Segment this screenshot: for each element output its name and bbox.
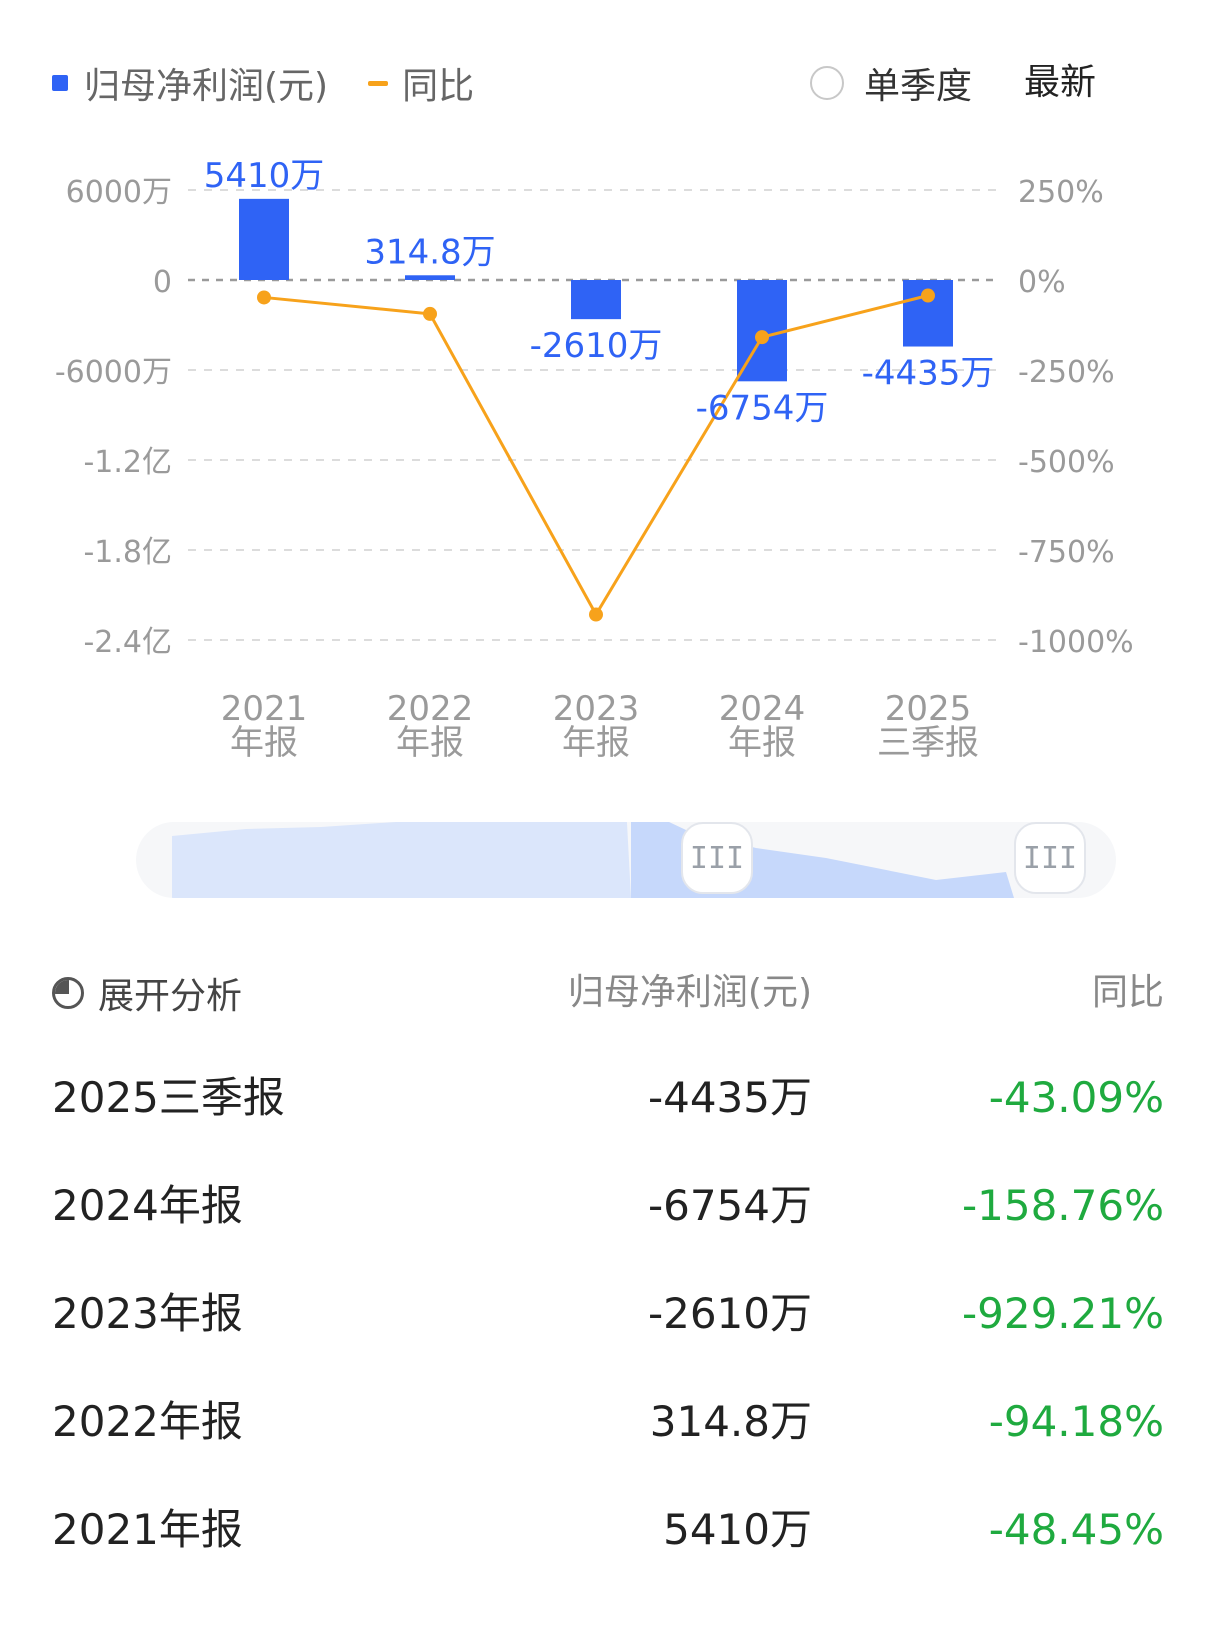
table-header: 展开分析 归母净利润(元) 同比 [52,965,1164,1021]
bar [405,275,455,280]
slider-left-handle[interactable]: III [681,822,753,894]
bar [571,280,621,320]
bar-data-label: -6754万 [696,388,829,428]
x-tick-label: 2024 [719,689,806,729]
row-period: 2021年报 [52,1505,243,1554]
pie-chart-icon [52,977,84,1009]
row-yoy: -94.18% [988,1397,1164,1446]
row-value: -2610万 [647,1289,812,1338]
y-left-tick-label: 0 [153,265,172,300]
bar-data-label: -2610万 [530,326,663,366]
single-quarter-toggle[interactable]: 单季度 [810,58,972,108]
x-tick-label: 2025 [885,689,972,729]
slider-right-handle[interactable]: III [1014,822,1086,894]
table-row[interactable]: 2021年报 5410万 -48.45% [52,1500,1164,1560]
yoy-point [755,330,769,345]
bar-data-label: 314.8万 [364,232,495,272]
y-right-tick-label: 0% [1018,265,1066,300]
y-left-tick-label: -6000万 [55,355,172,390]
row-yoy: -43.09% [988,1073,1164,1122]
x-tick-label: 年报 [728,723,796,763]
x-tick-label: 年报 [396,723,464,763]
row-yoy: -158.76% [961,1181,1164,1230]
y-left-tick-label: -1.2亿 [83,445,172,480]
table-row[interactable]: 2023年报 -2610万 -929.21% [52,1284,1164,1344]
yoy-point [921,288,935,303]
line-legend-swatch [368,80,389,86]
y-left-tick-label: 6000万 [66,175,172,210]
yoy-point [257,290,271,305]
row-value: 5410万 [663,1505,812,1554]
x-tick-label: 2021 [221,689,308,729]
expand-analysis-button[interactable]: 展开分析 [52,965,242,1021]
x-tick-label: 年报 [562,723,630,763]
yoy-point [589,607,603,622]
bar-legend-swatch [52,75,68,91]
yoy-point [423,306,437,321]
row-period: 2024年报 [52,1181,243,1230]
row-value: 314.8万 [649,1397,812,1446]
column-header-yoy: 同比 [1091,972,1164,1013]
table-row[interactable]: 2024年报 -6754万 -158.76% [52,1176,1164,1236]
bar [239,198,289,280]
bar-legend-label[interactable]: 归母净利润(元) [84,66,329,107]
row-period: 2023年报 [52,1289,243,1338]
row-period: 2022年报 [52,1397,243,1446]
row-period: 2025三季报 [52,1073,285,1122]
x-tick-label: 2023 [553,689,640,729]
table-row[interactable]: 2025三季报 -4435万 -43.09% [52,1068,1164,1128]
bar-data-label: 5410万 [204,156,325,196]
row-yoy: -929.21% [961,1289,1164,1338]
bar-data-label: -4435万 [862,354,995,394]
x-tick-label: 年报 [230,723,298,763]
line-legend-label[interactable]: 同比 [402,66,475,107]
row-value: -6754万 [647,1181,812,1230]
y-right-tick-label: -250% [1018,355,1115,390]
row-value: -4435万 [647,1073,812,1122]
row-yoy: -48.45% [988,1505,1164,1554]
y-right-tick-label: -1000% [1018,625,1134,660]
range-slider[interactable]: III III [136,822,1116,898]
expand-analysis-label: 展开分析 [98,976,243,1017]
profit-chart: 6000万 250% 0 0% -6000万 -250% -1.2亿 -500% -1.8亿 -7… [55,156,1134,763]
y-left-tick-label: -2.4亿 [83,625,172,660]
x-tick-label: 2022 [387,689,474,729]
y-right-tick-label: 250% [1018,175,1104,210]
latest-button[interactable]: 最新 [1024,62,1097,103]
x-tick-label: 三季报 [877,723,979,763]
radio-icon[interactable] [810,66,844,100]
slider-preview [172,822,1014,898]
table-row[interactable]: 2022年报 314.8万 -94.18% [52,1392,1164,1452]
y-left-tick-label: -1.8亿 [83,535,172,570]
chart-legend: 归母净利润(元) 同比 [52,58,474,108]
y-right-tick-label: -500% [1018,445,1115,480]
single-quarter-label: 单季度 [864,66,973,107]
column-header-value: 归母净利润(元) [567,972,812,1013]
y-right-tick-label: -750% [1018,535,1115,570]
